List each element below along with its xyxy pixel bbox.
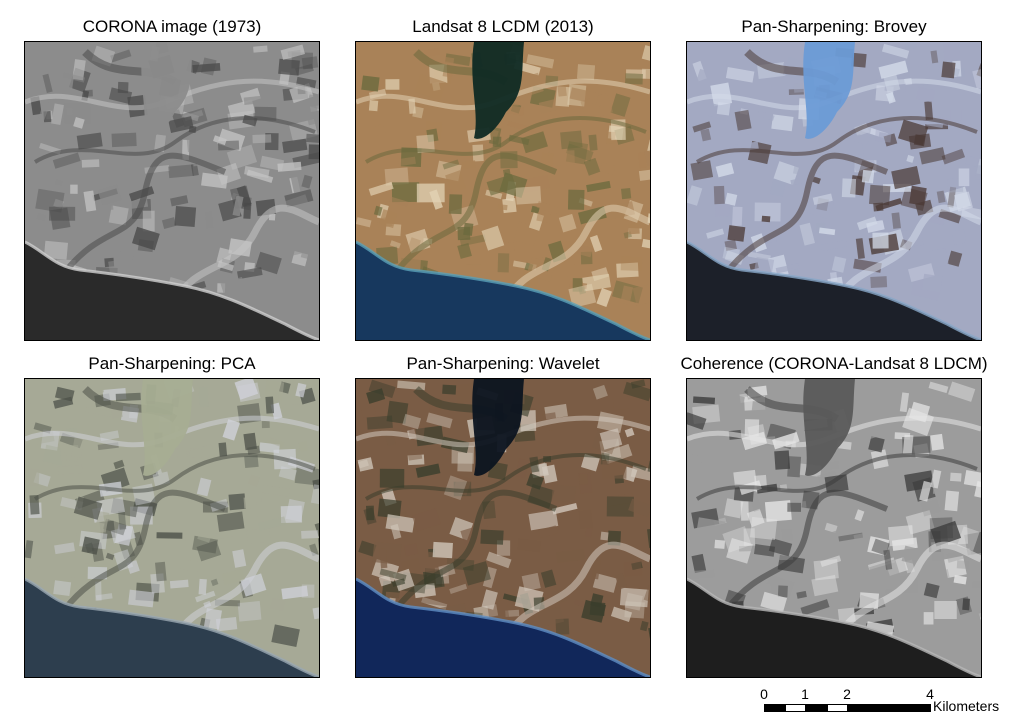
scale-segment <box>848 704 931 712</box>
satellite-image <box>25 42 319 340</box>
satellite-image <box>25 379 319 677</box>
panel-title: Landsat 8 LCDM (2013) <box>412 17 594 36</box>
map-image <box>686 378 982 678</box>
satellite-image <box>687 42 981 340</box>
panel-title: CORONA image (1973) <box>82 17 262 36</box>
panel-title: Pan-Sharpening: PCA <box>88 354 256 373</box>
satellite-image <box>356 379 650 677</box>
panel-title: Pan-Sharpening: Wavelet <box>406 354 600 373</box>
map-image <box>24 378 320 678</box>
scale-tick-label: 2 <box>843 686 851 702</box>
scale-tick-label: 4 <box>926 686 934 702</box>
panel-title: Pan-Sharpening: Brovey <box>741 17 927 36</box>
satellite-image <box>687 379 981 677</box>
satellite-image <box>356 42 650 340</box>
map-image <box>24 41 320 341</box>
scale-bar: 0 1 2 4 Kilometers <box>760 686 1020 722</box>
map-image <box>355 378 651 678</box>
scale-segment <box>785 704 806 712</box>
scale-unit-label: Kilometers <box>933 698 1000 714</box>
map-image <box>355 41 651 341</box>
map-image <box>686 41 982 341</box>
scale-tick-label: 1 <box>801 686 809 702</box>
scale-tick-label: 0 <box>760 686 768 702</box>
scale-segment <box>827 704 848 712</box>
scale-segment <box>806 704 827 712</box>
scale-segment <box>764 704 785 712</box>
panel-title: Coherence (CORONA-Landsat 8 LDCM) <box>680 354 988 373</box>
